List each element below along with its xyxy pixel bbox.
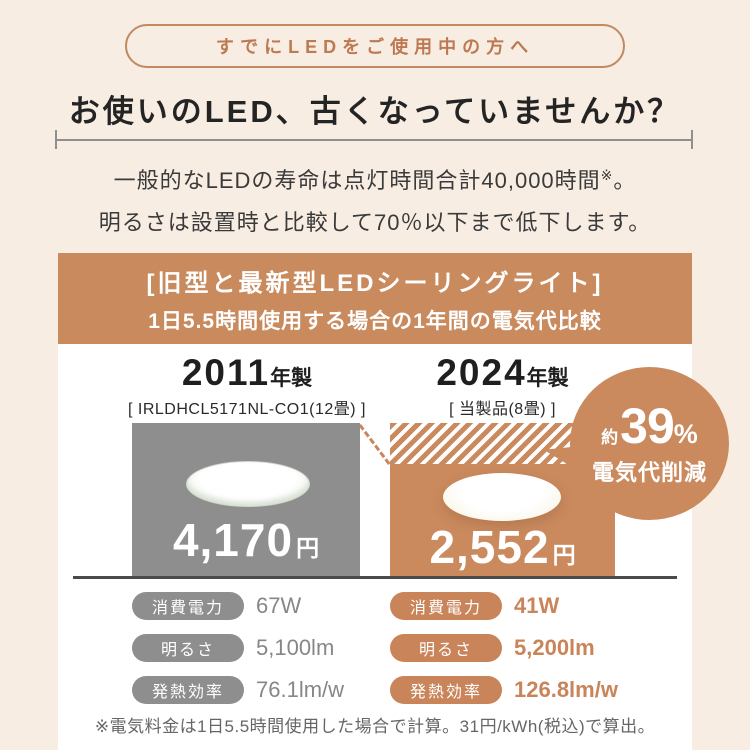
old-model-year: 2011 bbox=[181, 352, 271, 393]
comparison-title-line2: 1日5.5時間使用する場合の1年間の電気代比較 bbox=[148, 309, 602, 333]
old-spec-row-power: 消費電力 67W bbox=[132, 592, 301, 620]
old-price-bar: 4,170 円 bbox=[132, 423, 360, 578]
note-reference-mark: ※ bbox=[600, 167, 614, 183]
intro-line-1: 一般的なLEDの寿命は点灯時間合計40,000時間※。 bbox=[113, 167, 637, 193]
old-price: 4,170 円 bbox=[172, 514, 320, 566]
audience-banner: すでにLEDをご使用中の方へ bbox=[125, 24, 625, 68]
old-ceiling-light-image bbox=[186, 461, 310, 507]
spec-label-pill: 発熱効率 bbox=[390, 676, 502, 704]
intro-text: 一般的なLEDの寿命は点灯時間合計40,000時間※。 明るさは設置時と比較して… bbox=[0, 160, 750, 244]
new-model-code: [ 当製品(8畳) ] bbox=[449, 401, 556, 418]
new-price-bar: 2,552 円 bbox=[390, 464, 615, 578]
new-price: 2,552 円 bbox=[429, 521, 576, 573]
new-model-header: 2024年製 bbox=[436, 352, 569, 393]
new-spec-row-power: 消費電力 41W bbox=[390, 592, 559, 620]
badge-approx: 約 bbox=[601, 427, 619, 447]
spec-value: 5,100lm bbox=[256, 635, 335, 660]
spec-value: 67W bbox=[256, 593, 302, 618]
spec-value: 126.8lm/w bbox=[514, 677, 618, 702]
chart-baseline bbox=[73, 576, 677, 579]
old-model-header: 2011年製 bbox=[181, 352, 313, 393]
badge-percent-sign: % bbox=[673, 418, 698, 449]
spec-label-pill: 明るさ bbox=[390, 634, 502, 662]
spec-value: 76.1lm/w bbox=[256, 677, 345, 702]
savings-badge: 約 39 % 電気代削減 bbox=[570, 367, 729, 520]
new-ceiling-light-image bbox=[443, 473, 561, 521]
footnote: ※電気料金は1日5.5時間使用した場合で計算。31円/kWh(税込)で算出。 bbox=[94, 717, 656, 736]
new-model-year: 2024 bbox=[436, 352, 527, 393]
badge-percent: 39 bbox=[620, 397, 675, 454]
spec-label-pill: 消費電力 bbox=[390, 592, 502, 620]
old-spec-row-efficiency: 発熱効率 76.1lm/w bbox=[132, 676, 344, 704]
new-spec-row-brightness: 明るさ 5,200lm bbox=[390, 634, 595, 662]
page-title: お使いのLED、古くなっていませんか？ bbox=[68, 94, 682, 129]
old-model-code: [ IRLDHCL5171NL-CO1(12畳) ] bbox=[128, 401, 366, 418]
new-spec-row-efficiency: 発熱効率 126.8lm/w bbox=[390, 676, 618, 704]
spec-value: 5,200lm bbox=[514, 635, 595, 660]
intro-line-2: 明るさは設置時と比較して70％以下まで低下します。 bbox=[98, 210, 652, 235]
old-spec-row-brightness: 明るさ 5,100lm bbox=[132, 634, 334, 662]
badge-label: 電気代削減 bbox=[591, 459, 707, 485]
spec-label-pill: 発熱効率 bbox=[132, 676, 244, 704]
comparison-title: [旧型と最新型LEDシーリングライト] 1日5.5時間使用する場合の1年間の電気… bbox=[58, 253, 692, 344]
comparison-title-line1: [旧型と最新型LEDシーリングライト] bbox=[146, 269, 604, 297]
heading-underline bbox=[55, 130, 693, 149]
audience-banner-label: すでにLEDをご使用中の方へ bbox=[215, 37, 535, 57]
spec-label-pill: 消費電力 bbox=[132, 592, 244, 620]
spec-value: 41W bbox=[514, 593, 560, 618]
spec-label-pill: 明るさ bbox=[132, 634, 244, 662]
